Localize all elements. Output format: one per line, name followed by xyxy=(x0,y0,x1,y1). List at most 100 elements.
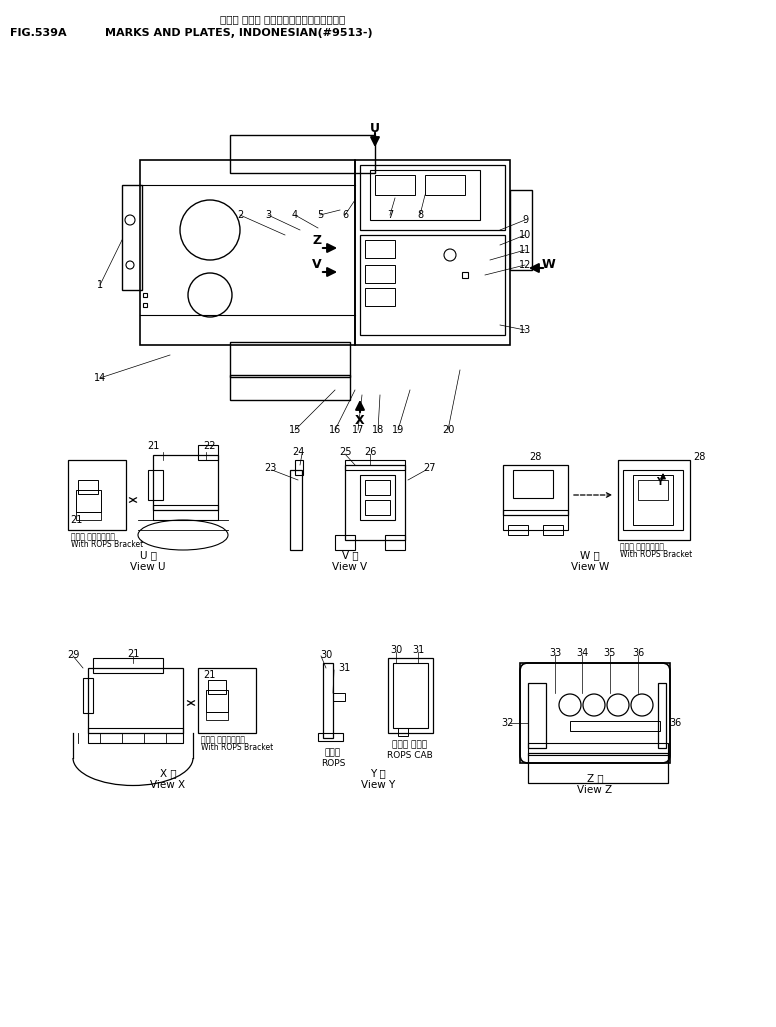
Bar xyxy=(355,160,510,345)
Text: 4: 4 xyxy=(292,210,298,220)
Text: 17: 17 xyxy=(352,425,364,435)
Bar xyxy=(398,728,408,736)
Bar xyxy=(658,683,666,748)
Bar xyxy=(365,240,395,258)
Text: MARKS AND PLATES, INDONESIAN(#9513-): MARKS AND PLATES, INDONESIAN(#9513-) xyxy=(105,28,372,38)
Bar xyxy=(153,455,218,510)
Text: 28: 28 xyxy=(528,452,541,462)
Text: W: W xyxy=(541,259,555,271)
Bar xyxy=(230,135,375,173)
Text: 11: 11 xyxy=(519,245,531,255)
Text: 27: 27 xyxy=(424,463,436,473)
Bar xyxy=(83,678,93,713)
Bar xyxy=(528,683,546,748)
Text: ロプス ブラケット付: ロプス ブラケット付 xyxy=(201,735,245,744)
Text: ロプス: ロプス xyxy=(325,749,341,758)
Text: With ROPS Bracket: With ROPS Bracket xyxy=(71,540,144,549)
Bar xyxy=(543,525,563,535)
Text: 31: 31 xyxy=(412,645,424,655)
Text: 8: 8 xyxy=(417,210,423,220)
Bar xyxy=(370,170,480,220)
Bar xyxy=(503,510,568,530)
Text: 31: 31 xyxy=(338,663,350,673)
Bar xyxy=(365,480,390,495)
Bar xyxy=(323,663,333,738)
Bar xyxy=(510,190,532,270)
Text: X 機: X 機 xyxy=(160,768,176,778)
Text: 26: 26 xyxy=(364,447,376,457)
Text: 33: 33 xyxy=(549,648,561,658)
Text: View V: View V xyxy=(332,562,368,572)
Text: 22: 22 xyxy=(204,441,217,451)
Bar xyxy=(208,680,226,694)
Text: 9: 9 xyxy=(522,215,528,225)
Text: Y 機: Y 機 xyxy=(370,768,386,778)
Text: 19: 19 xyxy=(392,425,404,435)
Bar xyxy=(318,733,343,741)
Bar xyxy=(335,535,355,550)
Text: 16: 16 xyxy=(329,425,341,435)
Bar xyxy=(345,465,405,540)
Bar xyxy=(638,480,668,500)
Bar xyxy=(148,470,163,500)
Text: V: V xyxy=(312,259,322,271)
Bar xyxy=(78,480,98,494)
Text: View U: View U xyxy=(130,562,166,572)
Text: With ROPS Bracket: With ROPS Bracket xyxy=(620,550,692,559)
Bar xyxy=(520,663,670,763)
Bar xyxy=(153,505,218,520)
Bar xyxy=(425,175,465,195)
Bar xyxy=(68,460,126,530)
Text: ロプス ブラケット付: ロプス ブラケット付 xyxy=(71,532,115,541)
Text: 30: 30 xyxy=(320,650,332,660)
Text: Z 機: Z 機 xyxy=(587,773,603,783)
Text: 20: 20 xyxy=(442,425,454,435)
Bar xyxy=(93,658,163,673)
Bar xyxy=(230,375,350,400)
Bar xyxy=(633,476,673,525)
Bar xyxy=(295,460,303,476)
Text: 35: 35 xyxy=(604,648,616,658)
Bar xyxy=(198,668,256,733)
Text: 6: 6 xyxy=(342,210,348,220)
Text: 23: 23 xyxy=(264,463,276,473)
Bar xyxy=(365,265,395,283)
Bar xyxy=(385,535,405,550)
Bar xyxy=(528,743,668,755)
Bar xyxy=(122,185,142,290)
Text: 10: 10 xyxy=(519,230,531,240)
Text: ROPS CAB: ROPS CAB xyxy=(387,751,433,760)
Text: 24: 24 xyxy=(292,447,304,457)
Text: ロプス ブラケット付: ロプス ブラケット付 xyxy=(620,542,664,551)
Bar xyxy=(375,175,415,195)
Bar xyxy=(365,288,395,306)
Text: With ROPS Bracket: With ROPS Bracket xyxy=(201,743,273,752)
Text: 21: 21 xyxy=(126,649,139,659)
Bar xyxy=(345,460,405,470)
Bar xyxy=(388,658,433,733)
Bar xyxy=(528,753,668,783)
Text: 36: 36 xyxy=(632,648,644,658)
Bar xyxy=(140,160,355,345)
Text: 13: 13 xyxy=(519,325,531,335)
Bar xyxy=(508,525,528,535)
Bar xyxy=(290,470,302,550)
Text: 14: 14 xyxy=(94,373,106,383)
Text: FIG.539A: FIG.539A xyxy=(10,28,67,38)
Bar xyxy=(570,721,660,731)
Text: ROPS: ROPS xyxy=(320,759,345,767)
Text: 30: 30 xyxy=(390,645,402,655)
Text: 21: 21 xyxy=(147,441,159,451)
Text: View Z: View Z xyxy=(577,785,612,795)
Text: W 機: W 機 xyxy=(580,550,600,560)
Text: View X: View X xyxy=(151,779,185,790)
Bar xyxy=(230,342,350,377)
Text: 28: 28 xyxy=(693,452,705,462)
Text: V 機: V 機 xyxy=(341,550,359,560)
Bar xyxy=(88,668,183,733)
Bar xyxy=(503,465,568,515)
Bar xyxy=(360,476,395,520)
Text: ロプス キャブ: ロプス キャブ xyxy=(393,740,428,750)
Text: 21: 21 xyxy=(203,670,216,680)
Bar xyxy=(360,235,505,335)
